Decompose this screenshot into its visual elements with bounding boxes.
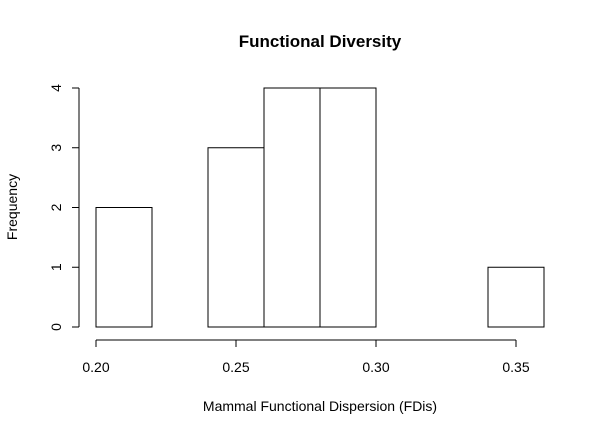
x-tick-label: 0.25 bbox=[222, 359, 249, 375]
x-tick-label: 0.35 bbox=[502, 359, 529, 375]
x-axis-label: Mammal Functional Dispersion (FDis) bbox=[203, 398, 437, 414]
y-tick-label: 3 bbox=[48, 144, 64, 152]
bars-layer bbox=[95, 87, 545, 328]
y-axis: 0 1 2 3 4 bbox=[48, 84, 80, 331]
x-tick-label: 0.30 bbox=[362, 359, 389, 375]
y-tick-label: 4 bbox=[48, 84, 64, 92]
y-tick-label: 2 bbox=[48, 203, 64, 211]
histogram-bar-4 bbox=[319, 87, 377, 328]
histogram-bar-2 bbox=[207, 147, 265, 328]
chart-title: Functional Diversity bbox=[239, 32, 402, 51]
histogram-bar-3 bbox=[263, 87, 321, 328]
histogram-bar-0 bbox=[95, 207, 153, 328]
x-axis: 0.20 0.25 0.30 0.35 bbox=[82, 339, 530, 375]
x-tick-label: 0.20 bbox=[82, 359, 109, 375]
y-tick-label: 0 bbox=[48, 323, 64, 331]
y-axis-label: Frequency bbox=[4, 174, 20, 240]
histogram-bar-7 bbox=[487, 266, 545, 328]
y-tick-label: 1 bbox=[48, 263, 64, 271]
